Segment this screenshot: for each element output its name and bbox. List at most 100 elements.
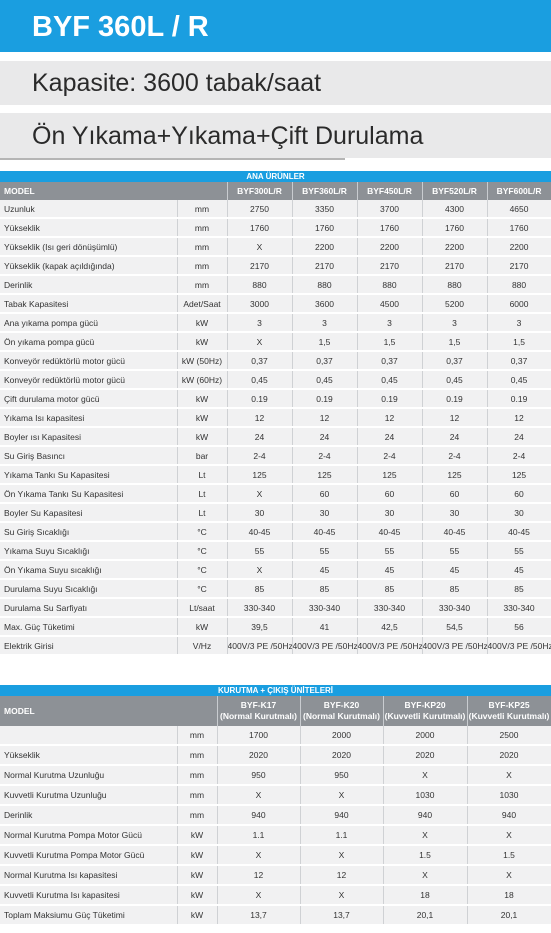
table-row: Normal Kurutma Uzunluğu mm 950 950 X X [0,765,551,786]
table-row: Kuvvetli Kurutma Isı kapasitesi kW X X 18 18 [0,885,551,906]
table-cell: 18 [383,885,468,906]
row-unit: Lt [177,503,228,523]
row-unit: kW [177,905,218,926]
table-row: Konveyör redüktörlü motor gücü kW (50Hz) 0… [0,351,551,371]
table-cell: 85 [292,579,358,599]
table-cell: 3 [487,313,551,333]
table-cell: 1.1 [300,825,384,846]
table-cell: 2200 [357,237,423,257]
table-row: Toplam Maksiumu Güç Tüketimi kW 13,7 13,7 20… [0,905,551,926]
row-unit: kW [177,865,218,886]
table-cell: 125 [357,465,423,485]
row-label: Durulama Su Sarfiyatı [0,598,178,618]
table-cell: 3 [292,313,358,333]
table-cell: 30 [487,503,551,523]
table-row: Ana yıkama pompa gücü kW 3 3 3 3 3 [0,313,551,333]
table-cell: 2-4 [227,446,293,466]
table-header-row: MODEL BYF-K17 (Normal Kurutmalı) BYF-K20 (N… [0,696,551,726]
table-cell: 4650 [487,200,551,219]
row-label: Boyler Su Kapasitesi [0,503,178,523]
row-unit: °C [177,579,228,599]
table-cell: 12 [357,408,423,428]
table-row: Elektrik Girisi V/Hz 400V/3 PE /50Hz 400V/3… [0,636,551,656]
table-cell: 40-45 [292,522,358,542]
table-cell: 2000 [383,726,468,746]
table-cell: 24 [227,427,293,447]
table-row: Yükseklik (kapak açıldığında) mm 2170 2170 2… [0,256,551,276]
table-cell: 2-4 [422,446,488,466]
table-cell: 1760 [357,218,423,238]
table-cell: X [300,845,384,866]
table-cell: 41 [292,617,358,637]
table-cell: 3 [227,313,293,333]
row-label: Yükseklik (Isı geri dönüşümlü) [0,237,178,257]
row-label: Kuvvetli Kurutma Uzunluğu [0,785,178,806]
table-row: Kuvvetli Kurutma Uzunluğu mm X X 1030 1030 [0,785,551,806]
table-cell: 0,37 [487,351,551,371]
table-cell: X [467,865,551,886]
row-unit: kW [177,313,228,333]
table-cell: X [383,825,468,846]
table-row: Boyler Su Kapasitesi Lt 30 30 30 30 30 [0,503,551,523]
row-unit: kW [177,845,218,866]
row-label: Durulama Suyu Sıcaklığı [0,579,178,599]
table-cell: 0.19 [487,389,551,409]
table-cell: 3350 [292,200,358,219]
table-cell: 45 [487,560,551,580]
table-cell: 400V/3 PE /50Hz [357,636,423,656]
model-column-header: BYF-KP25 (Kuvvetli Kurutmalı) [467,696,551,726]
table-cell: X [383,765,468,786]
row-unit: °C [177,560,228,580]
table-cell: 0.19 [292,389,358,409]
table-cell: 330-340 [227,598,293,618]
table-cell: 125 [487,465,551,485]
row-label: Boyler ısı Kapasitesi [0,427,178,447]
program-underline [0,158,345,160]
table-cell: 950 [217,765,301,786]
table-cell: X [300,785,384,806]
row-unit: mm [177,237,228,257]
table-cell: X [227,332,293,352]
row-unit: Adet/Saat [177,294,228,314]
table-row: Normal Kurutma Pompa Motor Gücü kW 1.1 1.1 X… [0,825,551,846]
table-cell: 39,5 [227,617,293,637]
table-cell: 0.19 [357,389,423,409]
row-label: Max. Güç Tüketimi [0,617,178,637]
row-label: Yıkama Tankı Su Kapasitesi [0,465,178,485]
table-cell: 0,37 [357,351,423,371]
table-cell: 55 [292,541,358,561]
program-text: Ön Yıkama+Yıkama+Çift Durulama [32,122,424,150]
table-cell: 2170 [292,256,358,276]
row-label: Derinlik [0,275,178,295]
table-cell: 24 [487,427,551,447]
table-cell: 1760 [487,218,551,238]
table-cell: 24 [292,427,358,447]
table-row: Yıkama Tankı Su Kapasitesi Lt 125 125 125 125… [0,465,551,485]
row-label: Ön Yıkama Suyu sıcaklığı [0,560,178,580]
table-cell: 1.5 [467,845,551,866]
row-unit: kW [177,885,218,906]
table-cell: 1,5 [292,332,358,352]
capacity-band: Kapasite: 3600 tabak/saat [0,61,551,105]
table-cell: 2750 [227,200,293,219]
table-row: Çift durulama motor gücü kW 0.19 0.19 0.19 0.… [0,389,551,409]
table-row: Durulama Suyu Sıcaklığı °C 85 85 85 85 85 [0,579,551,599]
model-column-header: BYF360L/R [292,182,358,200]
model-name: BYF-KP25 [488,700,530,710]
table-row: Durulama Su Sarfiyatı Lt/saat 330-340 330-3… [0,598,551,618]
table-row: Yıkama Suyu Sıcaklığı °C 55 55 55 55 55 [0,541,551,561]
row-unit: °C [177,522,228,542]
model-subtitle: (Normal Kurutmalı) [303,711,380,721]
table-cell: 45 [292,560,358,580]
row-label: Su Giriş Basıncı [0,446,178,466]
table-cell: 940 [300,805,384,826]
drying-units-table: KURUTMA + ÇIKIŞ ÜNİTELERİ MODEL BYF-K17(… [0,685,551,926]
row-unit: kW [177,389,228,409]
table-cell: 3700 [357,200,423,219]
table-cell: 85 [227,579,293,599]
table-cell: X [217,785,301,806]
row-label: Derinlik [0,805,178,826]
table-cell: X [217,885,301,906]
row-unit: mm [177,765,218,786]
model-column-header: BYF520L/R [422,182,488,200]
